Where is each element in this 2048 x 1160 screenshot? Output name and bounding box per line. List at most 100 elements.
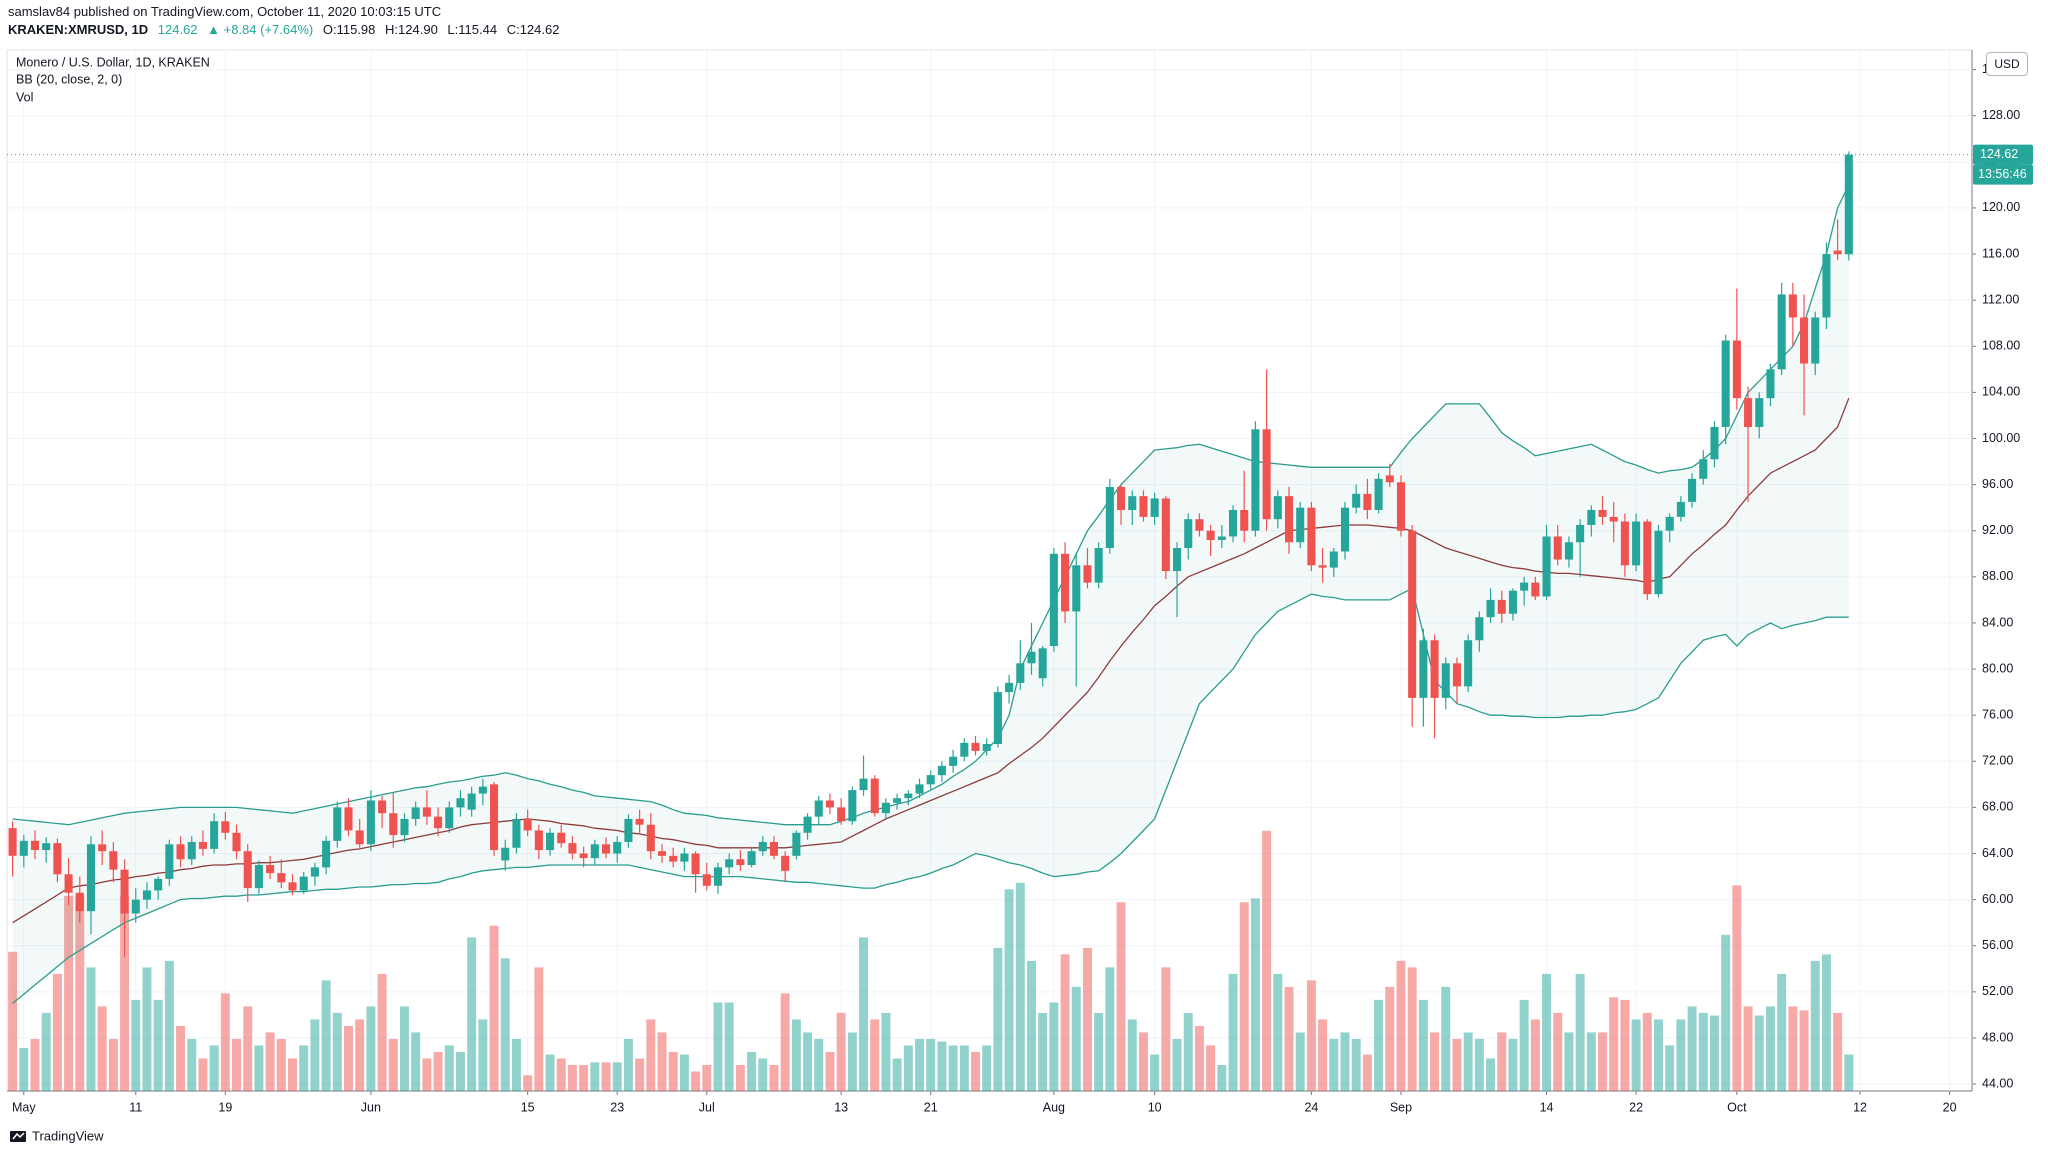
candle-body xyxy=(366,800,375,845)
candle-body xyxy=(1654,530,1663,595)
volume-bar xyxy=(176,1025,186,1091)
volume-bar xyxy=(724,1002,734,1091)
volume-bar xyxy=(758,1058,768,1091)
candle-body xyxy=(702,874,711,886)
candle-body xyxy=(288,882,297,891)
candle-body xyxy=(725,859,734,868)
candle-body xyxy=(814,800,823,817)
x-tick-label: May xyxy=(12,1100,36,1114)
candle-body xyxy=(546,832,555,851)
volume-bar xyxy=(153,999,163,1091)
volume-bar xyxy=(232,1038,242,1091)
brand-logo: TradingView xyxy=(10,1128,104,1143)
volume-bar xyxy=(1228,973,1238,1091)
volume-bar xyxy=(735,1064,745,1091)
candle-body xyxy=(310,867,319,877)
candle-body xyxy=(1396,482,1406,531)
volume-bar xyxy=(612,1062,622,1091)
volume-bar xyxy=(500,958,510,1091)
volume-bar xyxy=(534,967,544,1091)
currency-badge[interactable]: USD xyxy=(1986,52,2028,76)
low: L:115.44 xyxy=(447,22,498,37)
candle-body xyxy=(736,859,745,866)
x-tick-label: 12 xyxy=(1853,1100,1867,1114)
x-tick-label: 10 xyxy=(1148,1100,1162,1114)
last-price: 124.62 xyxy=(157,22,198,37)
candle-body xyxy=(971,742,980,751)
axes: 44.00 48.00 52.00 56.00 60.00 64.00 68.00 72.00… xyxy=(7,62,2033,1114)
volume-bar xyxy=(276,1038,286,1091)
candle-body xyxy=(1732,340,1741,399)
volume-bar xyxy=(1385,986,1395,1091)
candle-body xyxy=(825,800,834,808)
candle-body xyxy=(635,818,644,825)
candle-body xyxy=(1531,582,1540,597)
volume-bar xyxy=(1564,1032,1574,1091)
candle-body xyxy=(792,832,801,856)
candle-body xyxy=(1587,509,1596,525)
candle-body xyxy=(1788,294,1797,318)
volume-bar xyxy=(1015,882,1025,1091)
candle-body xyxy=(1576,524,1585,543)
candle-body xyxy=(534,830,543,851)
volume-bar xyxy=(1374,999,1384,1091)
volume-bar xyxy=(668,1051,678,1091)
candle-body xyxy=(277,873,286,883)
candle-body xyxy=(1117,486,1126,510)
volume-bar xyxy=(1217,1064,1227,1091)
volume-bar xyxy=(1497,1032,1507,1091)
volume-bar xyxy=(1150,1054,1160,1091)
candle-body xyxy=(1643,521,1652,595)
candle-body xyxy=(232,832,241,852)
candle-body xyxy=(400,818,409,836)
candle-body xyxy=(1329,551,1338,568)
volume-bar xyxy=(220,993,230,1091)
symbol-line: KRAKEN:XMRUSD, 1D 124.62 ▲ +8.84 (+7.64%… xyxy=(8,22,565,37)
volume-bar xyxy=(623,1038,633,1091)
volume-bar xyxy=(1351,1038,1361,1091)
y-tick-label: 76.00 xyxy=(1982,707,2013,721)
candle-body xyxy=(254,865,263,889)
volume-bar xyxy=(422,1058,432,1091)
x-tick-label: 19 xyxy=(218,1100,232,1114)
y-tick-label: 68.00 xyxy=(1982,800,2013,814)
volume-bar xyxy=(209,1045,219,1091)
volume-bar xyxy=(937,1041,947,1091)
chart-title: Monero / U.S. Dollar, 1D, KRAKEN xyxy=(16,55,210,69)
volume-bar xyxy=(1116,902,1126,1091)
volume-bar xyxy=(310,1019,320,1091)
volume-bar xyxy=(780,993,790,1091)
candle-body xyxy=(1676,501,1685,517)
candle-body xyxy=(747,851,756,866)
volume-bar xyxy=(1721,934,1731,1091)
volume-bar xyxy=(1441,986,1451,1091)
volume-bar xyxy=(164,960,174,1091)
volume-bar xyxy=(1810,960,1820,1091)
candle-body xyxy=(1027,651,1036,664)
candle-body xyxy=(1352,493,1361,508)
volume-bar xyxy=(1418,999,1428,1091)
x-tick-label: 21 xyxy=(924,1100,938,1114)
volume-bar xyxy=(198,1058,208,1091)
x-tick-label: Jul xyxy=(699,1100,715,1114)
volume-bar xyxy=(1687,1006,1697,1091)
volume-bar xyxy=(1575,973,1585,1091)
candles xyxy=(8,151,1853,958)
volume-bar xyxy=(1318,1019,1328,1091)
volume-bar xyxy=(657,1032,667,1091)
candle-body xyxy=(478,786,487,794)
volume-bar xyxy=(288,1058,297,1091)
candle-body xyxy=(64,874,73,893)
candle-body xyxy=(389,813,398,836)
candle-body xyxy=(859,778,868,791)
volume-bar xyxy=(1082,947,1092,1091)
candle-body xyxy=(881,802,890,814)
volume-bar xyxy=(1553,1012,1563,1091)
brand-name: TradingView xyxy=(32,1128,104,1143)
candle-body xyxy=(1430,640,1439,698)
y-tick-label: 100.00 xyxy=(1982,431,2020,445)
candle-body xyxy=(165,844,174,879)
candle-body xyxy=(355,830,364,845)
candle-body xyxy=(243,851,252,889)
candle-body xyxy=(322,840,331,868)
